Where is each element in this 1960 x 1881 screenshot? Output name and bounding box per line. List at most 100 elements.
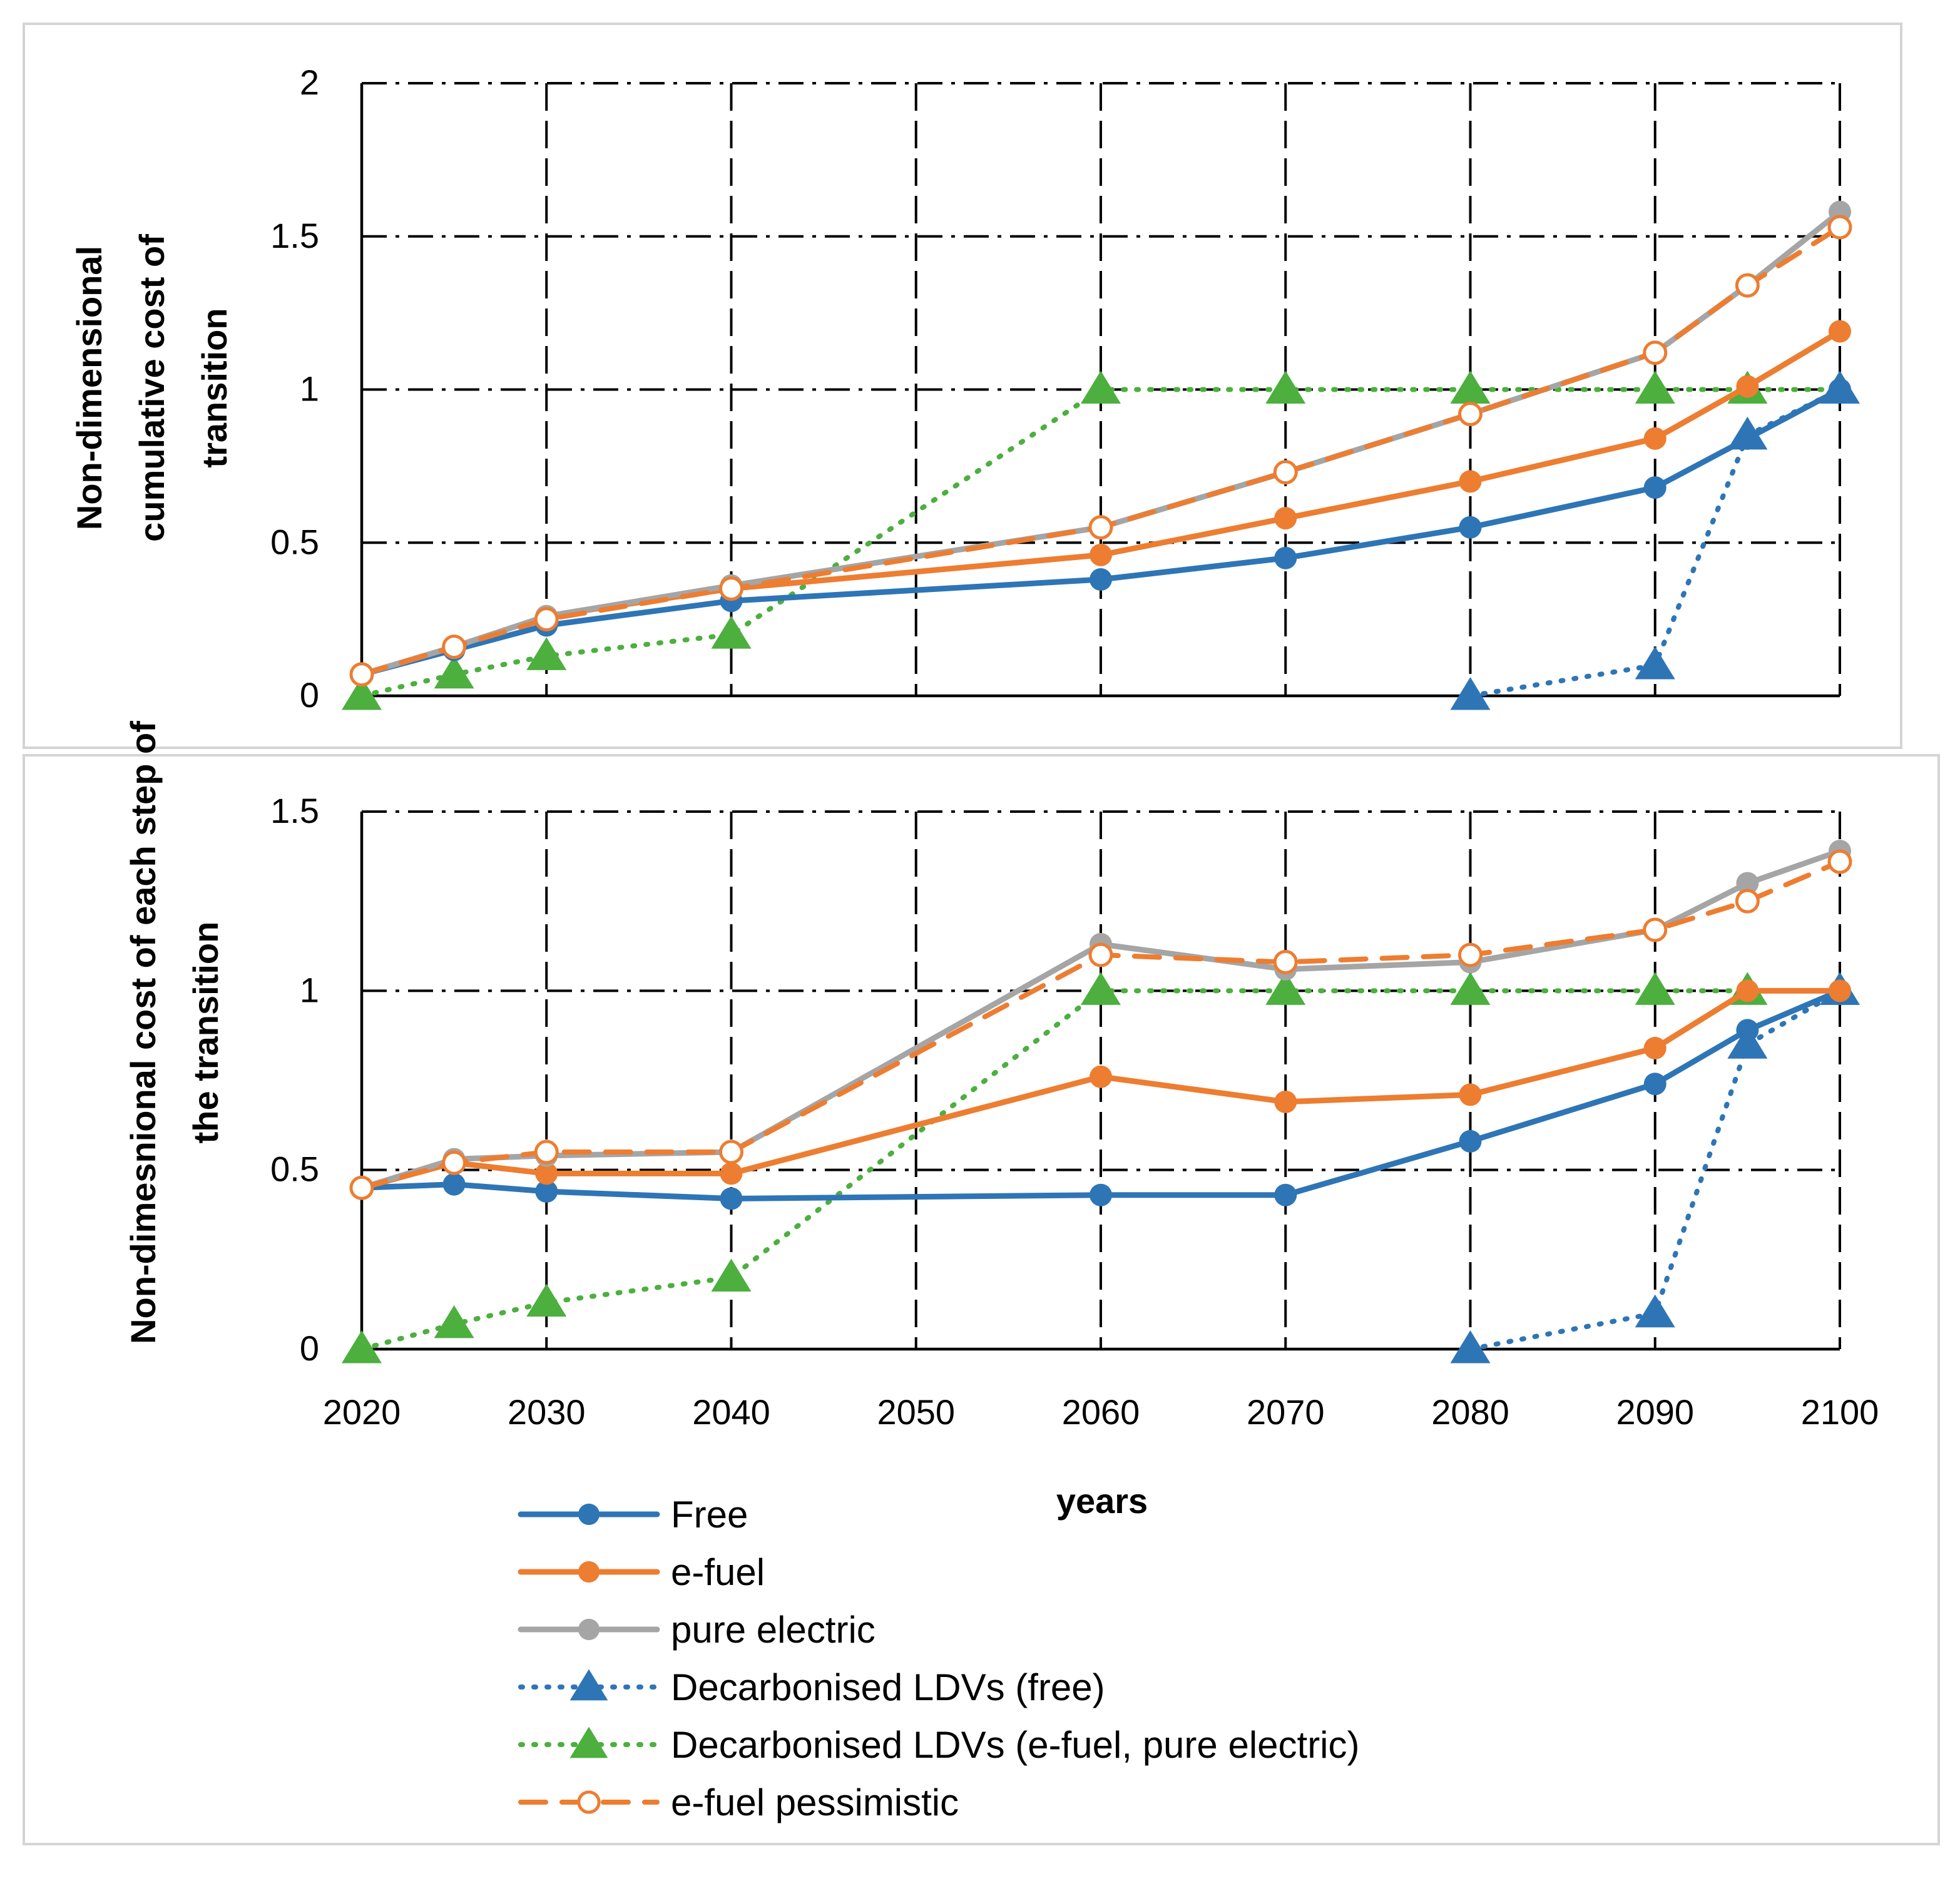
top-point-efuel_pessimistic: [349, 662, 374, 687]
top-ytick-label: 0.5: [270, 522, 319, 561]
top-line-decarb_efuel_pe: [359, 387, 1842, 698]
bottom-xtick-label: 2100: [1801, 1392, 1879, 1432]
bottom-xlabel: years: [1056, 1481, 1148, 1521]
top-line-free: [359, 387, 1843, 678]
cumulative-cost-chart: 0 0.5 1 1.5 2: [270, 63, 1860, 715]
bottom-point-efuel: [1459, 1083, 1482, 1106]
bottom-point-efuel_pessimistic: [1088, 942, 1113, 967]
bottom-line-decarb_efuel_pe: [359, 988, 1842, 1352]
top-point-decarb_efuel_pe: [1635, 370, 1675, 404]
bottom-point-efuel: [1736, 979, 1759, 1002]
bottom-point-free: [720, 1187, 743, 1210]
bottom-point-pure_electric: [1736, 872, 1759, 895]
legend-label-efuel_pessimistic: e-fuel pessimistic: [671, 1782, 959, 1823]
legend-marker-efuel: [578, 1561, 600, 1583]
bottom-point-free: [442, 1173, 466, 1196]
bottom-point-free: [1090, 1183, 1112, 1206]
legend-marker-free: [578, 1503, 600, 1526]
top-point-decarb_efuel_pe: [1265, 370, 1306, 404]
bottom-point-free: [1736, 1019, 1759, 1042]
top-point-decarb_free: [1635, 646, 1675, 680]
bottom-line-decarb_free: [1467, 988, 1842, 1352]
top-panel-frame: [23, 23, 1902, 749]
bottom-point-efuel_pessimistic: [349, 1175, 374, 1200]
bottom-point-free: [1643, 1073, 1667, 1096]
bottom-point-decarb_free: [1450, 1330, 1491, 1364]
legend-item-free: Free: [518, 1494, 748, 1536]
top-point-efuel_pessimistic: [1827, 215, 1852, 240]
legend-item-efuel_pessimistic: e-fuel pessimistic: [518, 1782, 959, 1823]
top-ylabel-line-1: Non-dimensional: [69, 246, 109, 530]
top-point-efuel_pessimistic: [1273, 460, 1298, 485]
bottom-series-efuel_pessimistic: [349, 849, 1852, 1200]
top-point-decarb_efuel_pe: [526, 637, 567, 670]
bottom-point-efuel_pessimistic: [442, 1150, 467, 1175]
bottom-line-free: [359, 987, 1843, 1201]
top-point-efuel: [1829, 320, 1851, 343]
bottom-point-decarb_efuel_pe: [1081, 972, 1121, 1005]
top-point-decarb_efuel_pe: [711, 616, 752, 649]
bottom-point-decarb_efuel_pe: [434, 1305, 474, 1338]
legend-label-pure_electric: pure electric: [671, 1609, 875, 1651]
top-point-free: [1459, 516, 1482, 539]
top-point-decarb_efuel_pe: [1450, 370, 1491, 404]
top-point-efuel_pessimistic: [1643, 340, 1668, 365]
top-point-free: [1643, 476, 1667, 499]
bottom-point-efuel_pessimistic: [1827, 849, 1852, 874]
top-point-decarb_free: [1450, 677, 1491, 710]
bottom-point-efuel: [1643, 1036, 1667, 1059]
bottom-point-free: [535, 1180, 558, 1203]
legend-marker-pure_electric: [578, 1618, 600, 1641]
top-point-efuel: [1643, 427, 1667, 450]
bottom-ytick-label: 0.5: [270, 1150, 319, 1189]
top-point-decarb_efuel_pe: [434, 655, 474, 689]
top-ytick-label: 2: [300, 63, 319, 102]
bottom-point-efuel: [1274, 1090, 1297, 1113]
bottom-xtick-label: 2080: [1431, 1392, 1509, 1432]
bottom-point-decarb_efuel_pe: [526, 1283, 567, 1317]
top-ytick-label: 1.5: [270, 216, 319, 255]
bottom-point-efuel_pessimistic: [1273, 950, 1298, 975]
legend-item-efuel: e-fuel: [518, 1551, 765, 1593]
bottom-point-efuel_pessimistic: [534, 1139, 559, 1165]
bottom-point-free: [1274, 1183, 1297, 1206]
top-point-efuel_pessimistic: [442, 635, 467, 660]
top-ylabel-line-2: cumulative cost of: [132, 234, 171, 542]
legend-marker-decarb_efuel_pe: [569, 1726, 608, 1758]
bottom-point-decarb_efuel_pe: [342, 1330, 382, 1364]
bottom-point-efuel_pessimistic: [719, 1139, 743, 1165]
top-point-free: [1736, 427, 1759, 450]
bottom-point-efuel: [535, 1162, 558, 1185]
legend-label-decarb_free: Decarbonised LDVs (free): [671, 1666, 1105, 1708]
top-point-efuel: [1090, 543, 1112, 566]
legend-item-decarb_free: Decarbonised LDVs (free): [518, 1666, 1105, 1708]
bottom-ytick-label: 1: [300, 970, 319, 1009]
top-point-efuel: [1736, 375, 1759, 398]
top-point-decarb_efuel_pe: [342, 677, 382, 710]
bottom-point-efuel: [1829, 979, 1851, 1002]
bottom-xtick-label: 2060: [1062, 1392, 1140, 1432]
top-point-free: [1274, 546, 1297, 569]
legend-item-pure_electric: pure electric: [518, 1609, 875, 1651]
bottom-point-efuel_pessimistic: [1458, 942, 1483, 967]
top-point-efuel: [1459, 470, 1482, 493]
legend-marker-efuel_pessimistic: [577, 1790, 601, 1814]
bottom-xtick-label: 2030: [508, 1392, 586, 1432]
top-point-efuel_pessimistic: [719, 576, 743, 601]
legend-marker-decarb_free: [569, 1669, 608, 1701]
bottom-ylabel-line-2: the transition: [186, 922, 225, 1144]
legend: Free e-fuel pure electric Decarbonised LDVs…: [518, 1494, 1359, 1823]
legend-item-decarb_efuel_pe: Decarbonised LDVs (e-fuel, pure electric…: [518, 1724, 1359, 1766]
bottom-point-efuel: [1090, 1065, 1112, 1088]
bottom-xtick-label: 2050: [877, 1392, 955, 1432]
top-point-efuel_pessimistic: [1088, 515, 1113, 540]
top-line-efuel_pessimistic: [359, 225, 1842, 677]
legend-label-decarb_efuel_pe: Decarbonised LDVs (e-fuel, pure electric…: [671, 1724, 1359, 1766]
step-cost-chart: 0 0.5 1 1.5 2020 2030 2040 2050 2060 2070 2080 2090…: [270, 791, 1879, 1432]
top-point-free: [1090, 568, 1112, 591]
top-series-efuel_pessimistic: [349, 215, 1852, 687]
bottom-xtick-label: 2070: [1247, 1392, 1325, 1432]
top-point-efuel_pessimistic: [1735, 273, 1760, 298]
top-ylabel-line-3: transition: [195, 308, 234, 467]
